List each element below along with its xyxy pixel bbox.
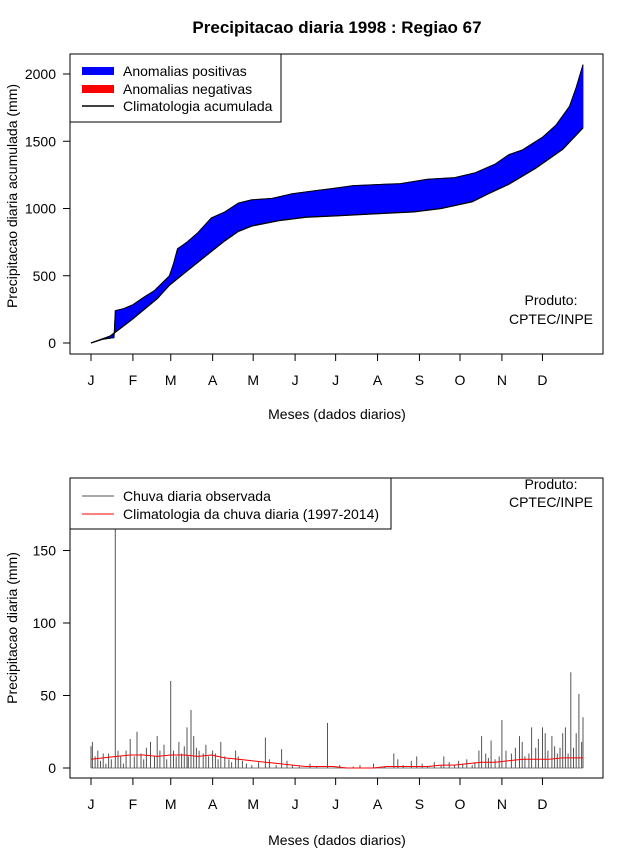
climatology-daily-line [90,754,583,769]
cumulative-x-tick-label-2: M [165,372,177,388]
daily-plot-area [90,521,584,769]
chart-title: Precipitacao diaria 1998 : Regiao 67 [192,18,481,37]
daily-y-tick-label-1: 50 [40,688,56,704]
legend-label-climatology-cumulative: Climatologia acumulada [123,98,273,114]
credit-line-2-bottom: CPTEC/INPE [509,494,593,510]
daily-y-tick-label-0: 0 [48,760,56,776]
cumulative-y-tick-label-2: 1000 [25,201,56,217]
daily-x-tick-label-5: J [292,796,299,812]
cumulative-x-tick-label-10: N [497,372,507,388]
daily-x-tick-label-2: M [165,796,177,812]
cumulative-y-tick-label-1: 500 [33,268,57,284]
daily-x-tick-label-3: A [208,796,218,812]
cumulative-y-axis: 0 500 1000 1500 2000 [25,66,70,351]
cumulative-y-tick-label-4: 2000 [25,66,56,82]
daily-x-tick-label-4: M [247,796,259,812]
cumulative-x-tick-label-7: A [373,372,383,388]
daily-x-tick-label-10: N [497,796,507,812]
cumulative-x-tick-label-3: A [208,372,218,388]
credit-line-1-bottom: Produto: [525,476,578,492]
cumulative-x-tick-label-8: S [415,372,424,388]
daily-legend: Chuva diaria observada Climatologia da c… [69,477,392,530]
daily-y-tick-label-3: 150 [33,543,57,559]
cumulative-x-tick-label-5: J [292,372,299,388]
cumulative-x-tick-label-1: F [129,372,138,388]
cumulative-x-axis-label: Meses (dados diarios) [268,406,406,422]
daily-x-tick-label-7: A [373,796,383,812]
cumulative-plot-area [90,64,584,344]
legend-label-climatology-daily: Climatologia da chuva diaria (1997-2014) [123,506,379,522]
daily-y-axis: 0 50 100 150 [33,543,70,776]
daily-legend-box [69,477,392,530]
cumulative-x-tick-label-11: D [537,372,547,388]
daily-x-tick-label-11: D [537,796,547,812]
cumulative-y-axis-label: Precipitacao diaria acumulada (mm) [4,84,20,308]
cumulative-legend: Anomalias positivas Anomalias negativas … [69,53,282,123]
credit-line-1-top: Produto: [525,292,578,308]
daily-x-tick-label-1: F [129,796,138,812]
cumulative-x-tick-label-6: J [332,372,339,388]
cumulative-x-tick-label-0: J [88,372,95,388]
daily-x-tick-label-0: J [88,796,95,812]
cumulative-y-tick-label-3: 1500 [25,133,56,149]
legend-label-negative: Anomalias negativas [123,81,252,97]
climatology-cumulative-line [90,127,584,344]
daily-y-axis-label: Precipitacao diaria (mm) [4,552,20,704]
cumulative-y-tick-label-0: 0 [48,335,56,351]
daily-x-tick-label-8: S [415,796,424,812]
credit-line-2-top: CPTEC/INPE [509,311,593,327]
daily-x-tick-label-9: O [455,796,466,812]
daily-chart: J F M A M J J A S O N D 0 50 100 150 Meses (dados diar… [4,476,604,848]
legend-label-observed: Chuva diaria observada [123,488,271,504]
daily-x-tick-label-6: J [332,796,339,812]
cumulative-chart: Precipitacao diaria 1998 : Regiao 67 J F M… [4,18,604,422]
daily-x-axis-label: Meses (dados diarios) [268,832,406,848]
cumulative-x-tick-label-9: O [455,372,466,388]
observed-cumulative-line [90,64,584,344]
legend-label-positive: Anomalias positivas [123,63,247,79]
cumulative-x-tick-label-4: M [247,372,259,388]
daily-y-tick-label-2: 100 [33,615,57,631]
